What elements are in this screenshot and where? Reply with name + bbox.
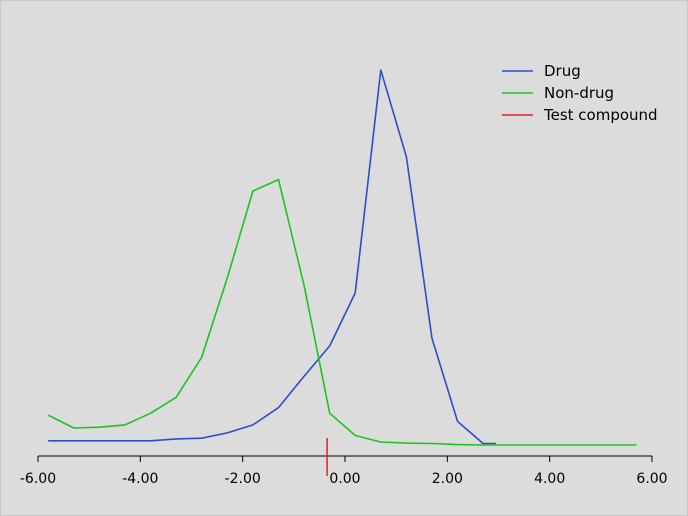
x-tick-label: -2.00 — [225, 471, 261, 487]
x-tick-label: -4.00 — [122, 471, 158, 487]
x-tick-label: 6.00 — [636, 471, 667, 487]
legend-label-drug: Drug — [544, 62, 581, 80]
x-tick-label: 0.00 — [329, 471, 360, 487]
series-line-non-drug — [47, 178, 637, 446]
x-tick-label: 2.00 — [432, 471, 463, 487]
series-layer — [47, 69, 637, 446]
x-tick-label: 4.00 — [534, 471, 565, 487]
legend-label-test-compound: Test compound — [543, 106, 658, 124]
x-tick-label: -6.00 — [20, 471, 56, 487]
legend: Drug Non-drug Test compound — [502, 62, 658, 124]
legend-label-non-drug: Non-drug — [544, 84, 614, 102]
series-line-drug — [48, 69, 496, 445]
x-axis: -6.00 -4.00 -2.00 0.00 2.00 4.00 6.00 — [20, 455, 668, 487]
